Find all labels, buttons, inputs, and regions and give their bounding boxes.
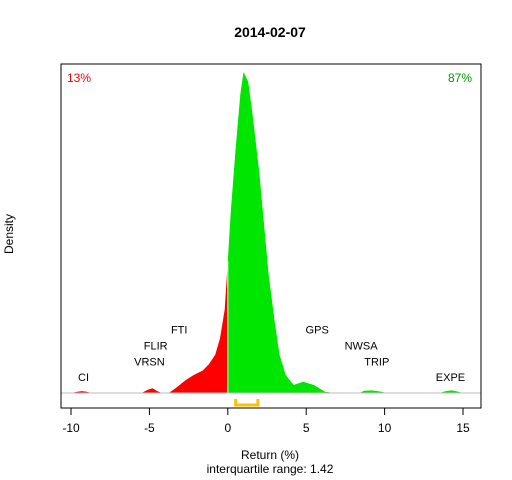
- ticker-label: CI: [78, 372, 89, 384]
- positive-density-area: [227, 72, 463, 393]
- plot-frame: [60, 63, 482, 409]
- pct-negative-label: 13%: [67, 71, 91, 85]
- iqr-bracket: [234, 399, 260, 407]
- x-tick-label: 10: [378, 421, 392, 435]
- negative-density-area: [71, 261, 228, 393]
- x-tick-label: 5: [303, 421, 310, 435]
- ticker-label: FLIR: [144, 341, 168, 353]
- ticker-label: FTI: [171, 325, 188, 337]
- iqr-caption: interquartile range: 1.42: [207, 462, 334, 476]
- x-tick-label: 0: [224, 421, 231, 435]
- ticker-label: GPS: [306, 325, 329, 337]
- ticker-label: EXPE: [436, 372, 465, 384]
- x-tick-label: 15: [456, 421, 470, 435]
- x-axis-label: Return (%): [241, 448, 299, 462]
- x-axis: -10 -5 0 5 10 15: [62, 408, 470, 435]
- x-tick-label: -10: [62, 421, 80, 435]
- pct-positive-label: 87%: [448, 71, 472, 85]
- chart-title: 2014-02-07: [234, 24, 306, 40]
- ticker-label: VRSN: [134, 357, 165, 369]
- ticker-label: NWSA: [345, 341, 379, 353]
- y-axis-label: Density: [2, 214, 16, 254]
- x-tick-label: -5: [144, 421, 155, 435]
- ticker-label: TRIP: [364, 357, 389, 369]
